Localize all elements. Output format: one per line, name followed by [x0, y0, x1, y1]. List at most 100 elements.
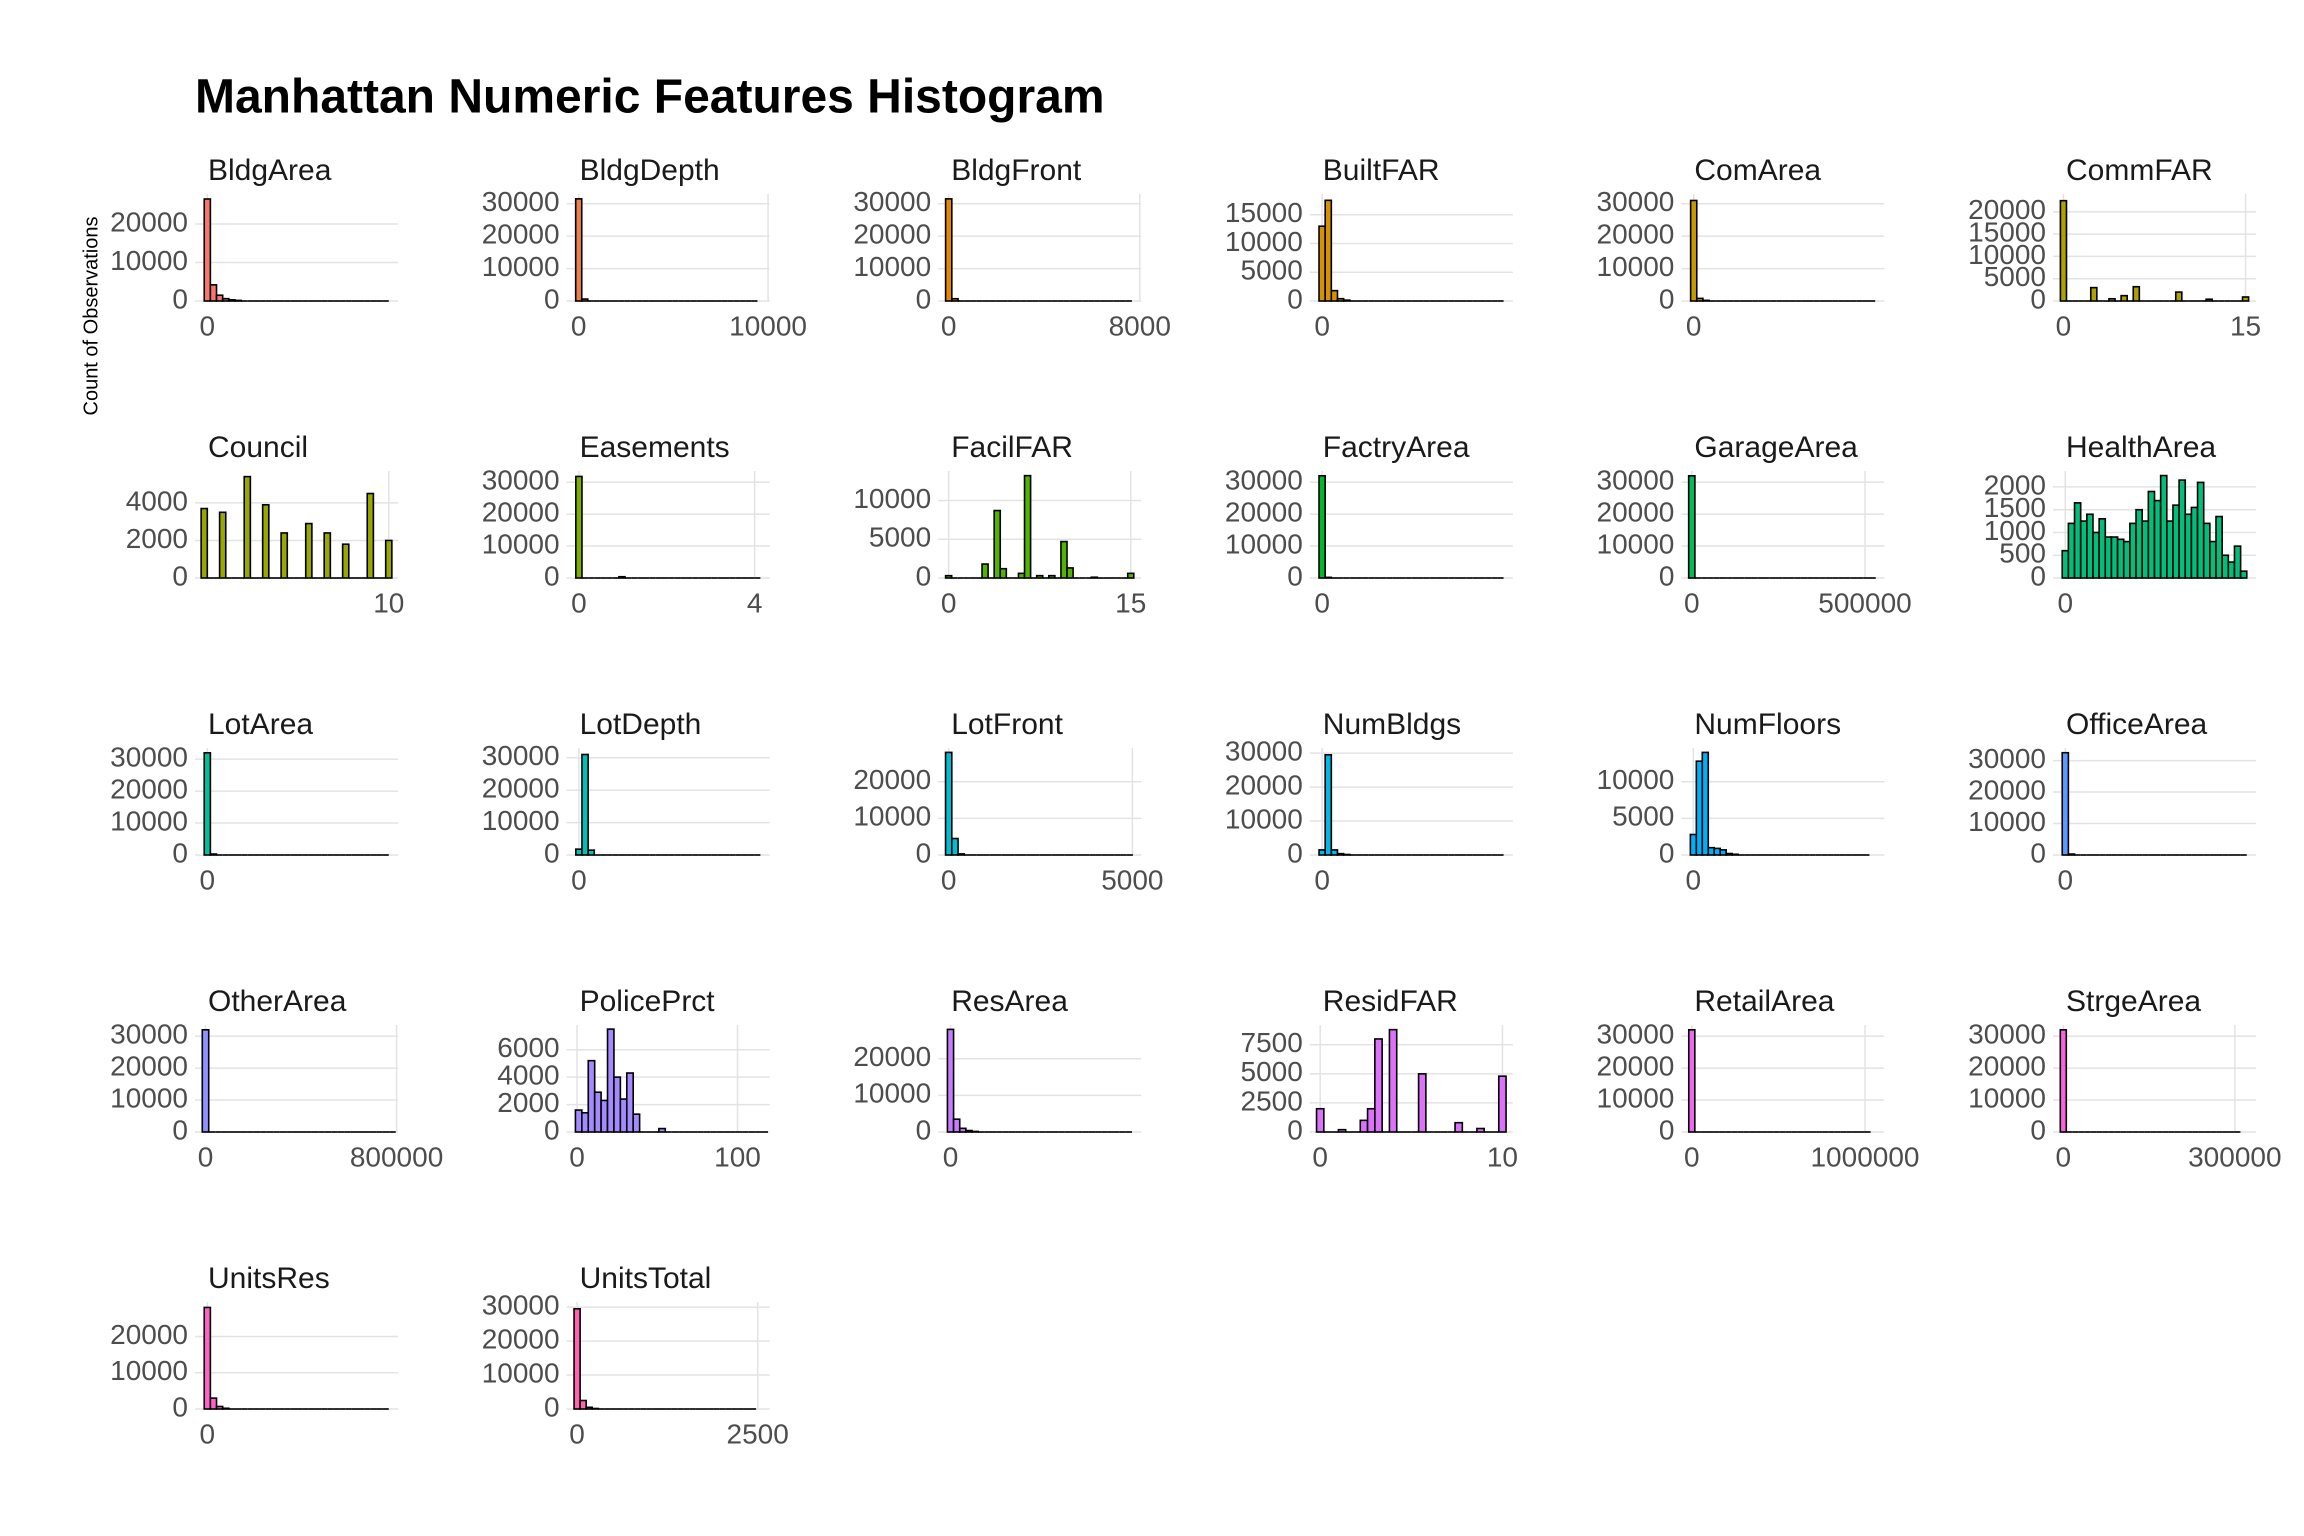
bar	[2135, 508, 2143, 579]
y-tick-label: 0	[916, 560, 932, 591]
bar	[221, 297, 230, 302]
y-tick-label: 0	[2030, 837, 2046, 868]
x-tick-label: 0	[941, 587, 957, 618]
bar	[2190, 506, 2199, 579]
bar	[203, 198, 212, 302]
bar	[1342, 853, 1351, 856]
bar	[2067, 853, 2076, 856]
y-tick-label: 20000	[1597, 497, 1675, 528]
y-tick-label: 2000	[126, 523, 188, 554]
y-tick-label: 30000	[1968, 743, 2046, 774]
y-tick-label: 30000	[853, 186, 931, 217]
x-tick-label: 800000	[350, 1141, 443, 1172]
y-tick-label: 7500	[1241, 1027, 1303, 1058]
bar	[993, 509, 1002, 579]
bar	[1731, 853, 1739, 856]
y-tick-label: 30000	[1597, 1019, 1675, 1050]
x-tick-label: 5000	[1101, 864, 1163, 895]
x-tick-label: 0	[571, 864, 587, 895]
bar	[587, 1059, 596, 1133]
y-tick-label: 0	[544, 283, 560, 314]
bar	[958, 1127, 967, 1133]
x-tick-label: 15	[2230, 310, 2261, 341]
facet-title: NumBldgs	[1323, 708, 1461, 741]
y-tick-label: 0	[172, 837, 188, 868]
bar	[1695, 297, 1704, 302]
bar	[1695, 760, 1704, 856]
bar	[1366, 1107, 1376, 1133]
bar	[304, 522, 313, 579]
bar	[2241, 296, 2250, 302]
bar	[2110, 536, 2119, 579]
facet-title: LotDepth	[580, 708, 702, 741]
bar	[2098, 518, 2107, 579]
bar	[2086, 513, 2094, 579]
bar	[574, 198, 583, 302]
y-tick-label: 30000	[1597, 465, 1675, 496]
y-tick-label: 0	[172, 283, 188, 314]
y-tick-label: 20000	[1597, 219, 1675, 250]
y-axis-label: Count of Observations	[80, 217, 102, 416]
bar	[2233, 545, 2242, 579]
facet-title: CommFAR	[2066, 154, 2213, 187]
y-tick-label: 0	[2030, 560, 2046, 591]
x-tick-label: 0	[571, 587, 587, 618]
bar	[952, 1118, 961, 1133]
x-tick-label: 0	[1686, 310, 1702, 341]
bar	[203, 751, 212, 856]
y-tick-label: 1000	[1984, 515, 2046, 546]
bar	[2209, 540, 2217, 579]
facet-title: LotFront	[951, 708, 1063, 741]
bar	[600, 1099, 609, 1133]
facet-title: HealthArea	[2066, 431, 2216, 464]
y-tick-label: 4000	[126, 485, 188, 516]
x-tick-label: 0	[2058, 864, 2074, 895]
bar	[201, 1028, 210, 1133]
y-tick-label: 20000	[853, 764, 931, 795]
bar	[618, 575, 626, 579]
bar	[625, 1072, 634, 1133]
x-tick-label: 100	[714, 1141, 761, 1172]
bar	[965, 1129, 973, 1133]
x-tick-label: 0	[200, 864, 216, 895]
y-tick-label: 2000	[497, 1087, 559, 1118]
y-tick-label: 20000	[1597, 1051, 1675, 1082]
y-tick-label: 0	[1287, 1114, 1303, 1145]
y-tick-label: 10000	[482, 805, 560, 836]
bar	[280, 532, 289, 579]
bar	[2153, 499, 2162, 579]
bar	[1126, 572, 1135, 579]
y-tick-label: 0	[916, 283, 932, 314]
bar	[1090, 576, 1099, 579]
y-tick-label: 5000	[869, 522, 931, 553]
y-tick-label: 5000	[1612, 801, 1674, 832]
y-tick-label: 0	[544, 1114, 560, 1145]
bar	[2174, 291, 2183, 302]
y-tick-label: 20000	[853, 219, 931, 250]
x-tick-label: 10	[1487, 1141, 1518, 1172]
y-tick-label: 10000	[110, 805, 188, 836]
y-tick-label: 0	[2030, 1114, 2046, 1145]
bar	[1689, 833, 1698, 856]
y-tick-label: 2000	[1984, 469, 2046, 500]
bar	[1687, 474, 1696, 579]
bar	[1336, 297, 1345, 302]
bar	[1066, 567, 1074, 579]
facet-title: NumFloors	[1694, 708, 1841, 741]
bar	[575, 475, 583, 579]
bar	[2184, 513, 2193, 579]
bar	[1337, 1128, 1347, 1133]
facet-title: StrgeArea	[2066, 985, 2201, 1018]
y-tick-label: 10000	[853, 801, 931, 832]
bar	[209, 853, 218, 856]
bar	[215, 294, 224, 302]
bar	[1017, 572, 1026, 579]
bar	[2141, 520, 2150, 579]
x-tick-label: 0	[2058, 587, 2074, 618]
bar	[384, 539, 393, 579]
bar	[2073, 502, 2082, 579]
y-tick-label: 0	[1287, 283, 1303, 314]
y-tick-label: 10000	[110, 245, 188, 276]
